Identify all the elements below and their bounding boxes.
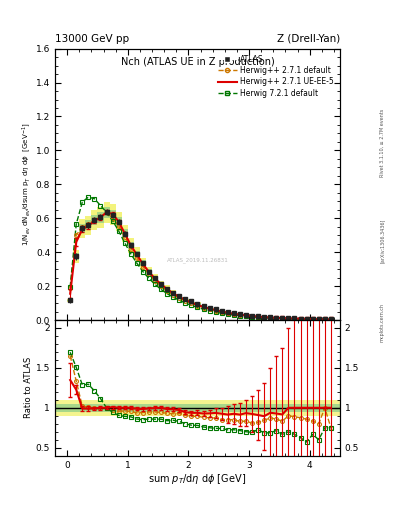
Text: Z (Drell-Yan): Z (Drell-Yan) — [277, 33, 340, 44]
Text: mcplots.cern.ch: mcplots.cern.ch — [380, 303, 384, 342]
Text: Nch (ATLAS UE in Z production): Nch (ATLAS UE in Z production) — [121, 57, 274, 67]
Y-axis label: Ratio to ATLAS: Ratio to ATLAS — [24, 357, 33, 418]
Legend: ATLAS, Herwig++ 2.7.1 default, Herwig++ 2.7.1 UE-EE-5, Herwig 7.2.1 default: ATLAS, Herwig++ 2.7.1 default, Herwig++ … — [216, 52, 336, 100]
Text: 13000 GeV pp: 13000 GeV pp — [55, 33, 129, 44]
Text: Rivet 3.1.10, ≥ 2.7M events: Rivet 3.1.10, ≥ 2.7M events — [380, 109, 384, 178]
Text: ATLAS_2019.11.26831: ATLAS_2019.11.26831 — [167, 258, 228, 263]
Text: [arXiv:1306.3436]: [arXiv:1306.3436] — [380, 219, 384, 263]
Y-axis label: 1/N$_{ev}$ dN$_{ev}$/dsum p$_T$ d$\eta$ d$\phi$  [GeV$^{-1}$]: 1/N$_{ev}$ dN$_{ev}$/dsum p$_T$ d$\eta$ … — [20, 122, 33, 246]
X-axis label: sum $p_T$/d$\eta$ d$\phi$ [GeV]: sum $p_T$/d$\eta$ d$\phi$ [GeV] — [149, 472, 246, 486]
